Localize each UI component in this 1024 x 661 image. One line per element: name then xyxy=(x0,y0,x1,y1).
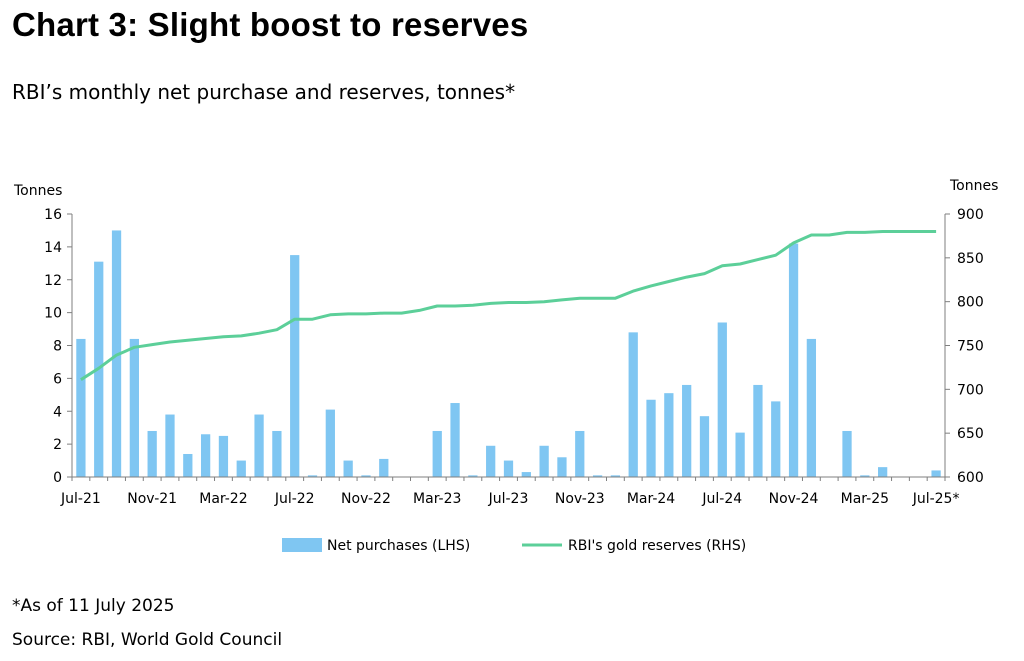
bar-net-purchases xyxy=(147,430,157,477)
bar-net-purchases xyxy=(682,384,692,477)
bar-net-purchases xyxy=(931,470,941,477)
legend-label-net-purchases: Net purchases (LHS) xyxy=(327,538,470,554)
bar-net-purchases xyxy=(307,475,318,477)
bar-net-purchases xyxy=(290,255,300,477)
line-layer xyxy=(80,230,937,381)
chart-subtitle: RBI’s monthly net purchase and reserves,… xyxy=(12,80,516,104)
x-axis-tick-label: Jul-25* xyxy=(912,491,960,507)
bar-net-purchases xyxy=(468,475,478,477)
bars-layer xyxy=(76,230,941,477)
bar-net-purchases xyxy=(272,430,282,477)
bar-net-purchases xyxy=(806,338,817,477)
x-axis-tick-label: Jul-22 xyxy=(274,491,315,507)
bar-net-purchases xyxy=(878,467,888,477)
bar-net-purchases xyxy=(557,457,567,477)
bar-net-purchases xyxy=(129,338,139,477)
left-axis-tick-label: 4 xyxy=(53,404,62,420)
bar-net-purchases xyxy=(379,458,389,477)
x-axis-tick-label: Mar-22 xyxy=(199,491,247,507)
bar-net-purchases xyxy=(183,453,193,477)
left-axis-label: Tonnes xyxy=(13,183,62,199)
bar-net-purchases xyxy=(236,460,246,477)
x-axis-tick-label: Nov-24 xyxy=(769,491,819,507)
right-axis-tick-label: 700 xyxy=(957,382,984,398)
bar-net-purchases xyxy=(218,435,229,477)
bar-net-purchases xyxy=(521,472,531,477)
footnote: *As of 11 July 2025 xyxy=(12,596,175,616)
x-axis-tick-label: Nov-23 xyxy=(555,491,605,507)
x-axis-tick-label: Nov-21 xyxy=(127,491,177,507)
left-axis-tick-label: 16 xyxy=(44,207,62,223)
right-axis-tick-label: 800 xyxy=(957,295,984,311)
bar-net-purchases xyxy=(842,430,852,477)
right-axis-tick-label: 850 xyxy=(957,251,984,267)
x-axis-tick-label: Mar-24 xyxy=(627,491,675,507)
bar-net-purchases xyxy=(860,475,870,477)
right-axis-tick-label: 600 xyxy=(957,470,984,486)
bar-net-purchases xyxy=(254,414,264,477)
bar-net-purchases xyxy=(539,445,549,477)
bar-net-purchases xyxy=(325,409,335,477)
bar-net-purchases xyxy=(753,384,763,477)
bar-net-purchases xyxy=(788,243,799,477)
left-axis-tick-label: 6 xyxy=(53,371,62,387)
bar-net-purchases xyxy=(432,430,442,477)
right-axis-tick-label: 750 xyxy=(957,339,984,355)
bar-net-purchases xyxy=(503,460,514,477)
bar-net-purchases xyxy=(699,416,710,477)
left-axis-tick-label: 12 xyxy=(44,273,62,289)
left-axis-tick-label: 14 xyxy=(44,240,62,256)
bar-net-purchases xyxy=(771,401,781,477)
legend-label-gold-reserves: RBI's gold reserves (RHS) xyxy=(568,538,746,554)
bar-net-purchases xyxy=(735,432,745,477)
line-gold-reserves xyxy=(80,230,937,381)
bar-net-purchases xyxy=(165,414,175,477)
bar-net-purchases xyxy=(592,475,603,477)
bar-net-purchases xyxy=(664,393,674,477)
chart-title: Chart 3: Slight boost to reserves xyxy=(12,6,529,43)
x-axis-tick-label: Jul-23 xyxy=(488,491,529,507)
x-axis-tick-label: Mar-23 xyxy=(413,491,461,507)
left-axis-tick-label: 2 xyxy=(53,437,62,453)
bar-net-purchases xyxy=(450,403,460,477)
left-axis-tick-label: 8 xyxy=(53,339,62,355)
bar-net-purchases xyxy=(628,332,638,477)
left-axis-tick-label: 10 xyxy=(44,306,62,322)
x-axis-tick-label: Mar-25 xyxy=(841,491,889,507)
source-note: Source: RBI, World Gold Council xyxy=(12,630,283,650)
x-axis-tick-label: Jul-21 xyxy=(60,491,101,507)
x-axis-tick-label: Jul-24 xyxy=(701,491,742,507)
left-axis-tick-label: 0 xyxy=(53,470,62,486)
x-axis-tick-label: Nov-22 xyxy=(341,491,391,507)
right-axis-tick-label: 650 xyxy=(957,426,984,442)
bar-net-purchases xyxy=(717,322,727,477)
bar-net-purchases xyxy=(343,460,353,477)
axes-layer: 0 2 4 6 8 10 12 14 16 600 650 700 750 800 850 900 Jul-21… xyxy=(44,207,984,507)
bar-net-purchases xyxy=(575,430,585,477)
bar-net-purchases xyxy=(610,475,621,477)
right-axis-tick-label: 900 xyxy=(957,207,984,223)
bar-net-purchases xyxy=(76,338,86,477)
bar-net-purchases xyxy=(646,399,656,477)
bar-net-purchases xyxy=(200,434,211,477)
bar-net-purchases xyxy=(361,475,371,477)
bar-net-purchases xyxy=(486,445,496,477)
right-axis-label: Tonnes xyxy=(949,178,998,194)
legend: Net purchases (LHS) RBI's gold reserves (… xyxy=(282,538,746,554)
legend-swatch-net-purchases xyxy=(282,538,322,552)
